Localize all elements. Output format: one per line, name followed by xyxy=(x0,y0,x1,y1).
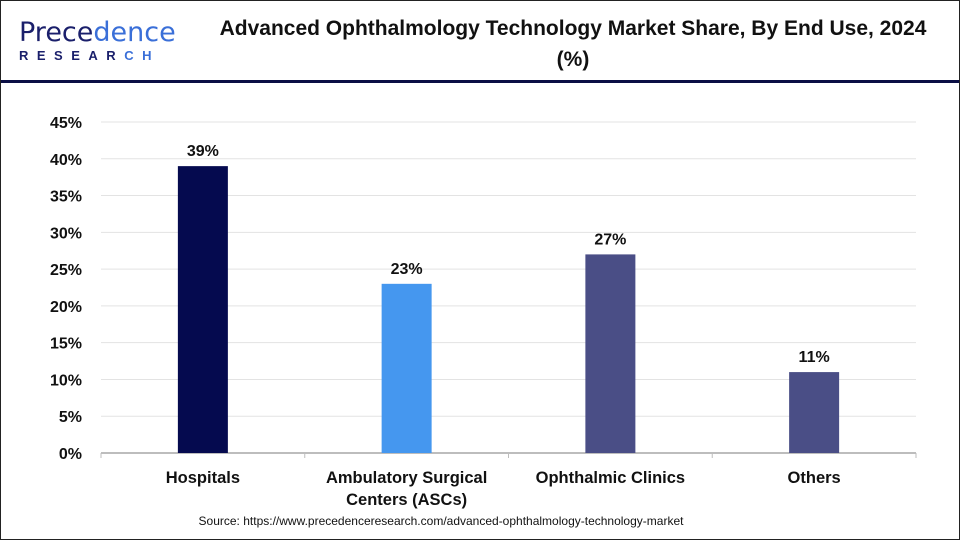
y-tick-label: 0% xyxy=(59,446,82,463)
x-tick-label: Ophthalmic Clinics xyxy=(536,469,685,487)
data-label: 27% xyxy=(594,231,626,248)
x-tick-label: Others xyxy=(788,469,841,487)
y-tick-label: 30% xyxy=(50,225,82,242)
y-tick-label: 35% xyxy=(50,189,82,206)
header-divider xyxy=(1,80,959,83)
x-tick-label: Centers (ASCs) xyxy=(346,491,467,509)
y-tick-label: 20% xyxy=(50,299,82,316)
bar xyxy=(381,283,432,453)
y-tick-label: 25% xyxy=(50,262,82,279)
bar xyxy=(789,372,840,453)
source-note: Source: https://www.precedenceresearch.c… xyxy=(198,514,684,528)
bar xyxy=(177,166,228,453)
data-label: 39% xyxy=(187,143,219,160)
data-label: 23% xyxy=(391,261,423,278)
y-tick-label: 15% xyxy=(50,336,82,353)
bar xyxy=(585,254,636,453)
y-tick-label: 10% xyxy=(50,372,82,389)
chart-title: Advanced Ophthalmology Technology Market… xyxy=(219,17,927,71)
precedence-research-logo: Precedence RESEARCH xyxy=(19,17,176,64)
y-tick-label: 5% xyxy=(59,409,82,426)
y-tick-label: 45% xyxy=(50,115,82,132)
x-tick-label: Ambulatory Surgical xyxy=(326,469,487,487)
data-label: 11% xyxy=(799,349,830,366)
y-tick-label: 40% xyxy=(50,152,82,169)
x-tick-label: Hospitals xyxy=(166,469,240,487)
